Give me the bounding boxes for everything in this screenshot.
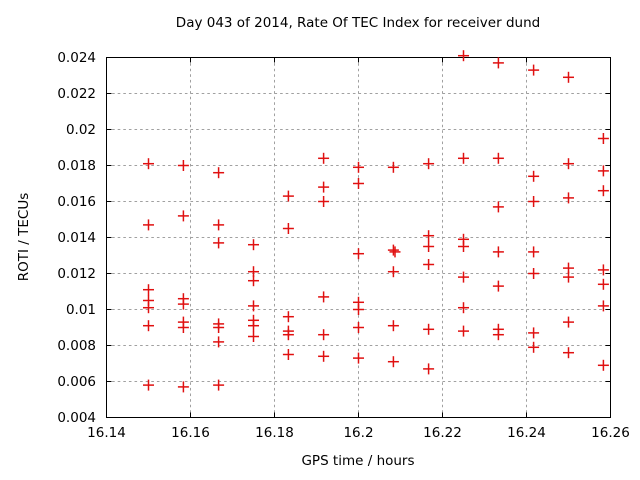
x-tick-label: 16.16 [171,425,210,441]
y-tick-label: 0.01 [65,301,96,318]
x-tick-label: 16.14 [87,425,126,441]
y-tick-label: 0.024 [57,49,96,66]
y-tick-label: 0.018 [57,157,96,174]
y-tick-label: 0.004 [57,409,96,426]
data-points [143,50,609,393]
x-tick-label: 16.18 [255,425,294,441]
x-axis-label: GPS time / hours [301,453,415,469]
y-tick-label: 0.006 [57,373,96,390]
x-tick-label: 16.2 [343,425,374,441]
y-tick-label: 0.02 [65,121,96,138]
gridlines [106,57,611,418]
x-tick-label: 16.26 [591,425,630,441]
x-tick-label: 16.22 [423,425,462,441]
x-tick-label: 16.24 [507,425,546,441]
y-tick-label: 0.012 [57,265,96,282]
y-tick-label: 0.016 [57,193,96,210]
y-tick-label: 0.022 [57,85,96,102]
plot-border [106,57,611,418]
y-tick-label: 0.008 [57,337,96,354]
chart-title: Day 043 of 2014, Rate Of TEC Index for r… [175,15,541,31]
y-tick-label: 0.014 [57,229,96,246]
